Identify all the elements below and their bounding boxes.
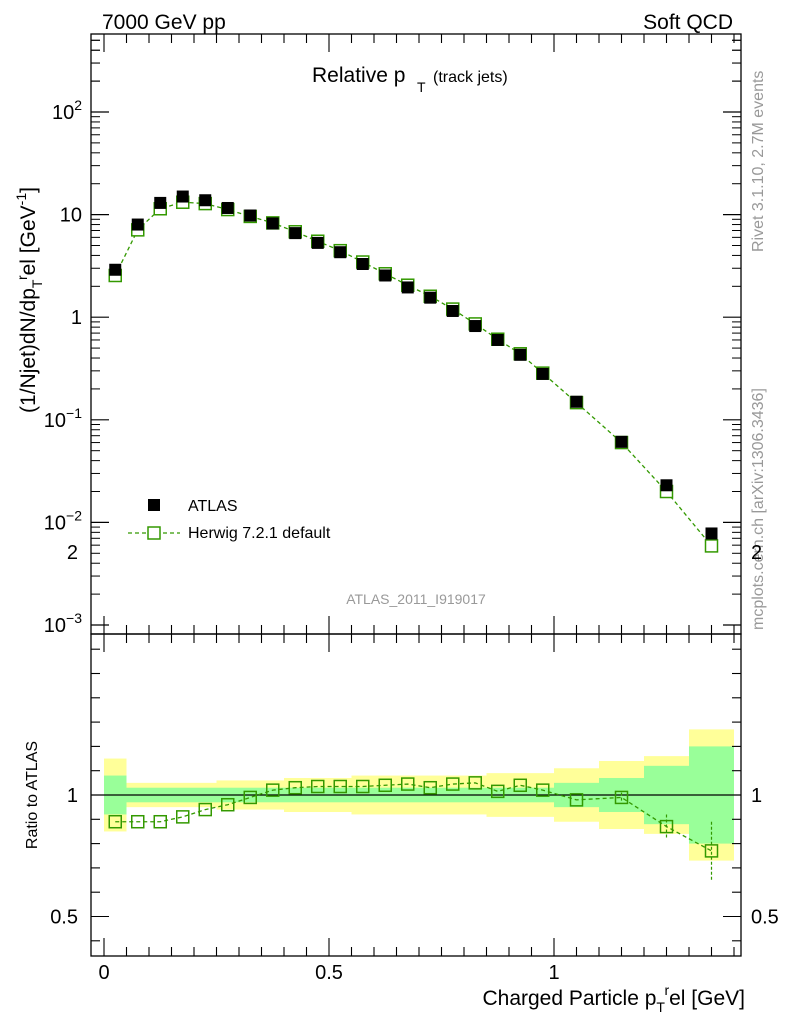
ratio-herwig-point: [221, 797, 235, 812]
process-label: Soft QCD: [643, 11, 733, 34]
atlas-point: [199, 194, 212, 207]
atlas-point: [244, 209, 257, 222]
ratio-herwig-point: [288, 780, 302, 795]
ratio-y-tick-label-right: 1: [751, 785, 762, 807]
atlas-point: [131, 218, 144, 231]
atlas-point: [469, 320, 482, 333]
ratio-herwig-point: [704, 844, 719, 858]
main-y-tick-label: 10: [60, 205, 82, 227]
ratio-herwig-point: [569, 793, 584, 807]
main-atlas-series: [109, 190, 718, 540]
ratio-herwig-point: [176, 810, 190, 824]
side-label-site: mcplots.cern.ch [arXiv:1306.3436]: [750, 388, 767, 630]
legend-atlas-label: ATLAS: [188, 498, 238, 515]
atlas-point: [514, 348, 527, 361]
ratio-herwig-point: [614, 790, 629, 805]
ratio-y-tick-label-right: 0.5: [751, 907, 779, 929]
ratio-herwig-point: [131, 814, 145, 829]
ratio-herwig-point: [423, 780, 437, 795]
atlas-point: [446, 304, 459, 317]
main-y-tick-label: 10−3: [44, 610, 82, 637]
ratio-y-tick-label-left: 2: [67, 542, 78, 564]
legend-herwig-label: Herwig 7.2.1 default: [188, 525, 331, 542]
x-ticks: 0 0.5 1: [98, 34, 735, 984]
ratio-y-ticks: 0.5 0.5 1 1 2 2: [50, 542, 779, 942]
main-y-tick-label: 10−1: [44, 405, 82, 432]
ratio-herwig-point: [378, 778, 392, 793]
ratio-herwig-point: [468, 776, 482, 790]
atlas-point: [221, 201, 234, 214]
ratio-y-axis-title: Ratio to ATLAS: [24, 741, 41, 849]
main-y-tick-label: 102: [52, 97, 82, 124]
atlas-point: [379, 269, 392, 282]
atlas-point: [356, 258, 369, 271]
ratio-herwig-point: [266, 783, 280, 797]
ratio-herwig-point: [659, 819, 674, 834]
herwig-line: [114, 201, 713, 547]
atlas-point: [266, 217, 279, 230]
ratio-herwig-point: [153, 814, 167, 829]
energy-label: 7000 GeV pp: [102, 11, 226, 34]
side-label-rivet: Rivet 3.1.10, 2.7M events: [750, 71, 767, 252]
main-panel-frame: [90, 33, 742, 635]
atlas-point: [615, 435, 628, 448]
atlas-point: [334, 246, 347, 259]
x-tick-label: 1: [548, 962, 559, 984]
main-y-tick-label: 1: [71, 307, 82, 329]
atlas-point: [311, 236, 324, 249]
atlas-point: [536, 367, 549, 380]
legend: ATLAS Herwig 7.2.1 default: [128, 498, 331, 542]
ratio-herwig-point: [446, 777, 460, 791]
x-tick-label: 0.5: [315, 962, 343, 984]
legend-atlas-marker: [148, 499, 160, 511]
atlas-point: [660, 479, 673, 492]
ratio-herwig-point: [243, 790, 257, 805]
legend-herwig-marker: [147, 526, 161, 540]
plot-title-main: Relative p: [312, 64, 405, 87]
plot-title-note: (track jets): [433, 69, 508, 86]
ratio-herwig-point: [333, 779, 347, 794]
main-y-tick-label: 10−2: [44, 507, 82, 534]
atlas-point: [154, 196, 167, 209]
ratio-herwig-series: [108, 776, 719, 881]
plot-title-subscript: T: [417, 79, 426, 95]
ratio-herwig-point: [108, 814, 122, 829]
atlas-point: [109, 263, 122, 276]
herwig-point: [704, 539, 719, 553]
ratio-herwig-point: [356, 779, 370, 794]
svg-text:(1/Njet)dN/dpTrel [GeV-1]: (1/Njet)dN/dpTrel [GeV-1]: [13, 187, 45, 413]
ratio-y-tick-label-left: 1: [67, 785, 78, 807]
atlas-point: [705, 527, 718, 540]
main-y-ticks: 10−3 10−2 10−1 1 10 102: [44, 39, 741, 637]
ratio-herwig-point: [198, 802, 212, 817]
atlas-point: [424, 291, 437, 304]
ratio-herwig-point: [513, 778, 527, 793]
x-tick-label: 0: [98, 962, 109, 984]
atlas-point: [491, 333, 504, 346]
plot-title: Relative p T (track jets): [312, 64, 508, 95]
ratio-herwig-point: [311, 779, 325, 794]
analysis-id: ATLAS_2011_I919017: [346, 591, 486, 607]
x-axis-title: Charged Particle pTrel [GeV]: [482, 982, 745, 1015]
ratio-y-tick-label-right: 2: [751, 542, 762, 564]
ratio-y-tick-label-left: 0.5: [50, 907, 78, 929]
ratio-herwig-point: [401, 777, 415, 791]
atlas-point: [570, 395, 583, 408]
ratio-herwig-point: [491, 784, 505, 799]
main-y-axis-title: (1/Njet)dN/dpTrel [GeV-1]: [13, 187, 45, 413]
svg-text:Charged Particle pTrel [GeV]: Charged Particle pTrel [GeV]: [482, 982, 745, 1015]
atlas-point: [401, 281, 414, 294]
ratio-herwig-point: [536, 783, 550, 797]
atlas-point: [289, 227, 302, 240]
atlas-point: [176, 190, 189, 203]
